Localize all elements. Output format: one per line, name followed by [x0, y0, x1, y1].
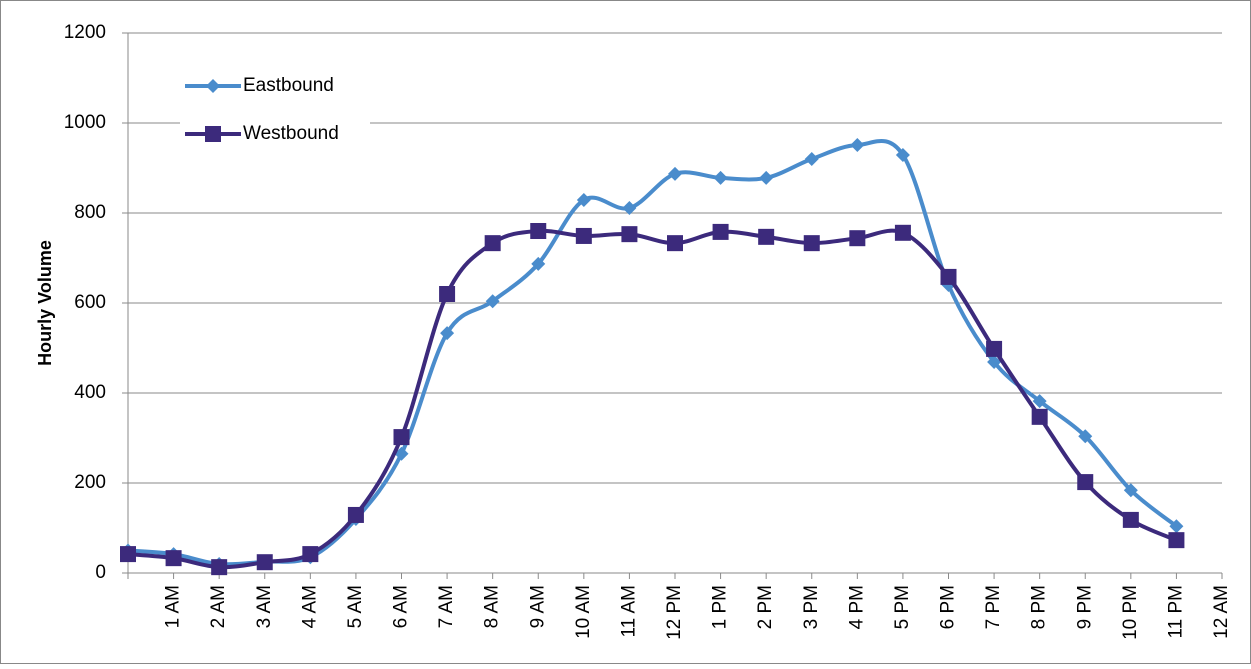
x-tick-label: 7 PM [983, 585, 1004, 629]
data-point [1078, 429, 1093, 444]
x-tick-label: 6 PM [938, 585, 959, 629]
x-tick-label: 12 PM [664, 585, 685, 640]
data-point [211, 559, 228, 576]
x-tick-label: 8 PM [1029, 585, 1050, 629]
data-point [1169, 519, 1184, 534]
data-point [256, 554, 273, 571]
y-tick-label: 800 [74, 202, 106, 223]
legend-label: Westbound [243, 123, 339, 144]
data-point [940, 268, 957, 285]
legend-marker [205, 126, 221, 142]
x-tick-label: 9 AM [527, 585, 548, 628]
y-tick-label: 400 [74, 382, 106, 403]
x-tick-label: 4 AM [299, 585, 320, 628]
data-point [712, 223, 729, 240]
legend-label: Eastbound [243, 75, 334, 96]
data-point [1123, 483, 1138, 498]
x-tick-label: 3 PM [801, 585, 822, 629]
data-point [803, 235, 820, 252]
data-point [668, 166, 682, 181]
data-point [1168, 532, 1185, 549]
x-tick-label: 2 AM [208, 585, 229, 628]
data-point [759, 170, 774, 185]
x-tick-label: 7 AM [436, 585, 457, 628]
data-point [575, 227, 592, 244]
data-point [986, 340, 1003, 357]
data-point [667, 235, 683, 252]
data-point [804, 152, 819, 166]
x-tick-label: 12 AM [1211, 585, 1232, 639]
x-tick-label: 10 PM [1120, 585, 1141, 640]
x-tick-label: 1 AM [163, 585, 184, 628]
data-point [347, 506, 364, 523]
data-point [849, 230, 866, 247]
y-tick-label: 600 [74, 292, 106, 313]
data-point [484, 235, 501, 252]
data-point [394, 446, 409, 461]
x-tick-label: 1 PM [710, 585, 731, 629]
data-point [894, 224, 911, 241]
x-tick-label: 2 PM [755, 585, 776, 629]
data-point [621, 226, 638, 243]
data-point [530, 223, 547, 239]
x-tick-label: 8 AM [482, 585, 503, 628]
data-point [440, 326, 455, 341]
y-tick-label: 0 [95, 562, 106, 583]
legend-marker [206, 79, 220, 93]
x-tick-label: 11 PM [1165, 585, 1186, 639]
x-tick-label: 5 AM [345, 585, 366, 628]
data-point [302, 546, 319, 563]
data-point [1077, 474, 1094, 491]
x-tick-label: 11 AM [618, 585, 639, 637]
data-point [1031, 408, 1048, 425]
y-tick-label: 1000 [64, 112, 106, 133]
data-point [758, 228, 775, 245]
y-tick-label: 200 [74, 472, 106, 493]
data-point [439, 286, 456, 302]
data-point [1122, 511, 1139, 528]
x-tick-label: 6 AM [391, 585, 412, 628]
data-point [1032, 394, 1047, 409]
x-tick-label: 9 PM [1074, 585, 1095, 629]
data-point [165, 550, 182, 567]
data-point [531, 256, 546, 271]
data-point [895, 147, 910, 162]
data-point [987, 354, 1002, 369]
data-point [576, 192, 591, 207]
y-tick-label: 1200 [64, 22, 106, 43]
data-point [393, 429, 410, 446]
data-point [713, 170, 728, 185]
x-tick-label: 5 PM [892, 585, 913, 629]
x-tick-label: 3 AM [254, 585, 275, 628]
data-point [120, 546, 136, 563]
data-point [850, 138, 865, 153]
y-axis-label: Hourly Volume [35, 240, 55, 366]
data-point [485, 294, 500, 309]
x-tick-label: 4 PM [846, 585, 867, 629]
data-point [622, 201, 637, 216]
x-tick-label: 10 AM [573, 585, 594, 639]
